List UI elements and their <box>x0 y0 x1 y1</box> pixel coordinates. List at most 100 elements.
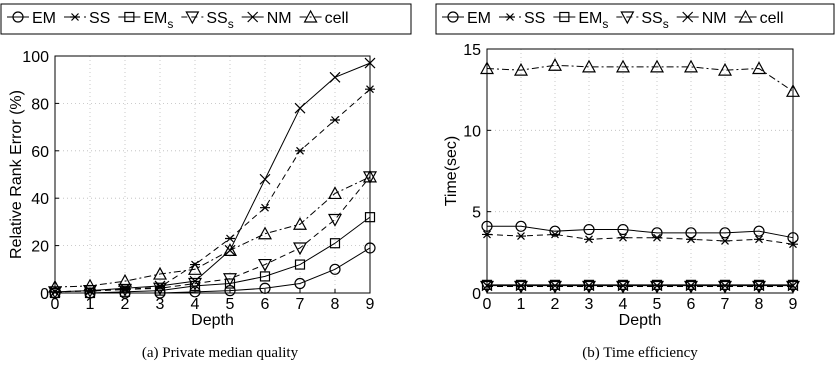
data-point-ss-s <box>547 280 563 294</box>
data-point-em <box>294 277 306 290</box>
legend: EM SS EMs SSs NM cell <box>435 3 835 35</box>
data-point-ss <box>330 116 340 124</box>
data-point-ss-s <box>717 280 733 294</box>
data-point-cell <box>751 61 767 75</box>
data-point-ss-s <box>257 258 273 272</box>
x-tick-label: 9 <box>366 296 375 313</box>
y-axis-label: Relative Rank Error (%) <box>8 90 25 259</box>
data-point-nm <box>329 71 341 83</box>
data-point-cell <box>479 61 495 75</box>
legend-box <box>435 3 835 35</box>
data-point-ss <box>295 146 305 155</box>
x-tick-label: 1 <box>517 296 526 313</box>
data-point-cell <box>152 266 168 280</box>
data-point-em <box>753 225 765 237</box>
data-point-ss-s <box>513 280 529 294</box>
x-tick-label: 7 <box>721 296 730 313</box>
data-point-em <box>481 220 493 232</box>
data-point-em <box>515 220 527 232</box>
data-point-ss-s <box>222 273 238 287</box>
legend-box <box>0 3 412 35</box>
x-tick-label: 5 <box>653 296 662 313</box>
data-point-cell <box>513 62 529 76</box>
data-point-ss-s <box>327 213 343 227</box>
series-line-cell <box>54 176 371 288</box>
y-axis-label: Time(sec) <box>443 136 460 207</box>
y-tick-label: 20 <box>31 239 49 256</box>
legend-marker-em-s <box>559 11 570 23</box>
data-point-cell <box>257 226 273 240</box>
legend-marker-em <box>12 11 24 23</box>
x-tick-label: 4 <box>191 296 200 313</box>
legend-marker-nm <box>247 11 259 23</box>
data-point-ss-s <box>117 283 133 297</box>
y-tick-label: 5 <box>472 205 481 222</box>
x-tick-label: 6 <box>261 296 270 313</box>
data-point-cell <box>615 59 631 73</box>
y-tick-label: 0 <box>472 286 481 303</box>
data-point-nm <box>685 280 697 292</box>
data-point-ss-s <box>292 242 308 256</box>
x-tick-label: 0 <box>51 296 60 313</box>
legend-label-em-s: EMs <box>578 10 608 31</box>
data-point-ss <box>225 234 235 243</box>
legend-marker-cell <box>738 9 753 23</box>
series-line-ss <box>54 88 371 293</box>
data-point-cell <box>547 58 563 71</box>
x-tick-label: 4 <box>619 296 628 313</box>
y-tick-label: 10 <box>463 123 481 140</box>
legend-label-ss: SS <box>89 10 110 27</box>
caption-private-median-quality: (a) Private median quality <box>141 345 299 361</box>
data-point-nm <box>549 280 561 292</box>
data-point-nm <box>259 173 271 185</box>
series-line-em-s <box>55 216 371 294</box>
y-tick-label: 40 <box>31 191 49 208</box>
data-point-em-s <box>329 238 341 249</box>
x-tick-label: 6 <box>687 296 696 313</box>
chart-time-efficiency: 0 1 2 3 4 5 6 7 8 9 0 5 10 15 Depth Time(sec) EM SS EMs SSs… <box>435 3 835 329</box>
legend-label-ss-s: SSs <box>641 10 668 31</box>
series-line-em <box>487 225 794 239</box>
data-point-ss <box>618 233 628 242</box>
data-point-ss <box>652 233 662 242</box>
legend-label-em: EM <box>32 10 56 27</box>
data-point-em <box>685 227 697 239</box>
data-point-em <box>189 286 201 298</box>
caption-time-efficiency: (b) Time efficiency <box>582 345 698 361</box>
data-point-cell <box>292 217 308 230</box>
data-point-ss-s <box>683 280 699 294</box>
legend-label-em: EM <box>467 10 491 27</box>
legend-marker-ss-s <box>185 11 200 25</box>
x-tick-label: 0 <box>483 296 492 313</box>
legend-marker-nm <box>682 11 694 23</box>
data-point-nm <box>364 57 376 69</box>
data-point-ss <box>550 230 560 239</box>
data-point-nm <box>753 280 765 292</box>
data-point-ss-s <box>479 280 495 294</box>
data-point-em <box>617 223 629 236</box>
x-axis-label: Depth <box>191 312 234 329</box>
data-point-cell <box>649 59 665 73</box>
data-point-cell <box>82 278 98 292</box>
data-point-ss <box>365 85 375 94</box>
data-point-em-s <box>294 259 306 270</box>
x-tick-label: 3 <box>585 296 594 313</box>
data-point-em <box>719 227 731 239</box>
data-point-nm <box>189 275 201 287</box>
series-line-ss-s <box>54 176 371 293</box>
data-point-ss <box>686 235 696 244</box>
data-point-cell <box>717 62 733 76</box>
legend-marker-ss <box>70 13 80 21</box>
data-point-nm <box>154 280 166 292</box>
series-line-ss <box>486 233 794 245</box>
series-line-em <box>55 247 371 294</box>
data-point-em <box>583 223 595 236</box>
series-line-nm <box>54 62 371 293</box>
y-tick-label: 0 <box>40 286 49 303</box>
x-axis-label: Depth <box>619 312 662 329</box>
y-tick-label: 15 <box>463 42 481 59</box>
x-tick-label: 2 <box>551 296 560 313</box>
data-point-nm <box>583 280 595 292</box>
data-point-ss-s <box>751 280 767 294</box>
